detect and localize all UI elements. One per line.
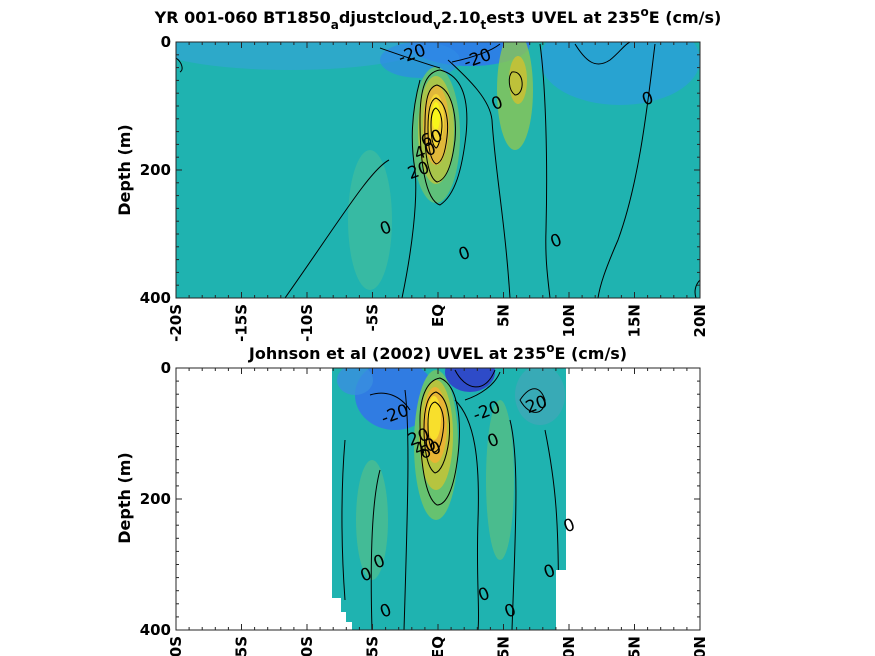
model-contour-minus20-north: [451, 43, 501, 63]
model-north-eastward-core: [509, 56, 527, 104]
model-contour-east-edge: [694, 279, 700, 298]
x-tick-label: 5N: [495, 636, 513, 656]
model-field: [176, 42, 700, 298]
y-tick-label: 0: [161, 33, 171, 51]
model-panel: YR 001-060 BT1850adjustcloudv2.10test3 U…: [115, 5, 721, 342]
obs-y-ticks: 0 200 400: [140, 359, 700, 639]
x-tick-label: EQ: [429, 304, 447, 327]
obs-westward-south: [355, 368, 435, 430]
model-south-eastward: [348, 150, 392, 290]
x-tick-label: -20S: [167, 636, 185, 656]
x-tick-label: 5N: [495, 304, 513, 327]
model-surface-westward-west: [176, 42, 430, 70]
model-contour-20: [419, 69, 468, 206]
obs-contour-40: [423, 391, 451, 474]
model-panel-title: YR 001-060 BT1850adjustcloudv2.10test3 U…: [154, 5, 722, 32]
obs-westward-north: [515, 368, 565, 425]
obs-contour-minus20-south: [369, 392, 411, 411]
obs-contour-60: [427, 401, 445, 453]
x-tick-label: 10N: [560, 304, 578, 337]
model-contour-zero-equator: [447, 59, 511, 298]
obs-westward-far-south: [337, 368, 373, 395]
model-y-ticks: 0 200 400: [140, 33, 700, 307]
obs-field: [332, 368, 566, 630]
obs-contour-minus20-north: [464, 371, 501, 401]
model-contour-zero-southwest: [284, 159, 390, 298]
obs-contour-minus40: [454, 369, 496, 388]
model-contour-40: [424, 84, 456, 183]
y-tick-label: 400: [140, 289, 171, 307]
model-contour-zero-north: [539, 43, 551, 298]
x-tick-label: 10N: [560, 636, 578, 656]
x-tick-label: -10S: [298, 304, 316, 342]
x-tick-label: -5S: [364, 636, 382, 656]
model-surface-westward-north: [540, 42, 700, 105]
x-tick-label: -5S: [364, 304, 382, 331]
obs-contour-north-20: [519, 388, 546, 413]
y-tick-label: 400: [140, 621, 171, 639]
y-tick-label: 200: [140, 490, 171, 508]
obs-panel-title: Johnson et al (2002) UVEL at 235oE (cm/s…: [248, 341, 627, 363]
obs-contour-zero-west: [341, 439, 346, 601]
model-contour-north-eastward: [508, 71, 523, 96]
obs-north-eastward: [486, 400, 514, 560]
obs-contour-zero-south: [370, 469, 381, 630]
obs-missing-data-edge-east: [556, 570, 566, 630]
model-contour-west-edge: [176, 57, 183, 73]
obs-south-eastward: [356, 460, 388, 580]
x-tick-label: -20S: [167, 304, 185, 342]
model-y-axis-label: Depth (m): [115, 124, 134, 216]
model-x-ticks: -20S -15S -10S -5S EQ 5N 10N 15N 20N: [167, 42, 709, 342]
model-contour-80: [430, 107, 443, 149]
x-tick-label: 20N: [691, 304, 709, 337]
model-contour-zero-far-north: [597, 43, 656, 298]
obs-contour-zero-south-inner: [403, 389, 409, 630]
obs-contour-zero-north: [509, 419, 517, 630]
x-tick-label: -15S: [233, 304, 251, 342]
obs-missing-data-edge: [332, 598, 352, 630]
x-tick-label: 15N: [626, 636, 644, 656]
obs-panel: Johnson et al (2002) UVEL at 235oE (cm/s…: [115, 341, 709, 656]
obs-y-axis-label: Depth (m): [115, 452, 134, 544]
y-tick-label: 200: [140, 161, 171, 179]
x-tick-label: -10S: [298, 636, 316, 656]
obs-x-ticks: -20S -15S -10S -5S EQ 5N 10N 15N 20N: [167, 368, 709, 656]
x-tick-label: EQ: [429, 636, 447, 656]
x-tick-label: 20N: [691, 636, 709, 656]
model-contour-60: [427, 97, 449, 165]
model-contour-minus20-south: [379, 47, 441, 69]
model-contour-zero-south: [401, 79, 421, 298]
y-tick-label: 0: [161, 359, 171, 377]
obs-contour-20: [419, 377, 460, 506]
obs-contour-zero-equator: [454, 399, 480, 630]
x-tick-label: -15S: [233, 636, 251, 656]
model-contour-zero-northeast: [574, 42, 631, 65]
x-tick-label: 15N: [626, 304, 644, 337]
